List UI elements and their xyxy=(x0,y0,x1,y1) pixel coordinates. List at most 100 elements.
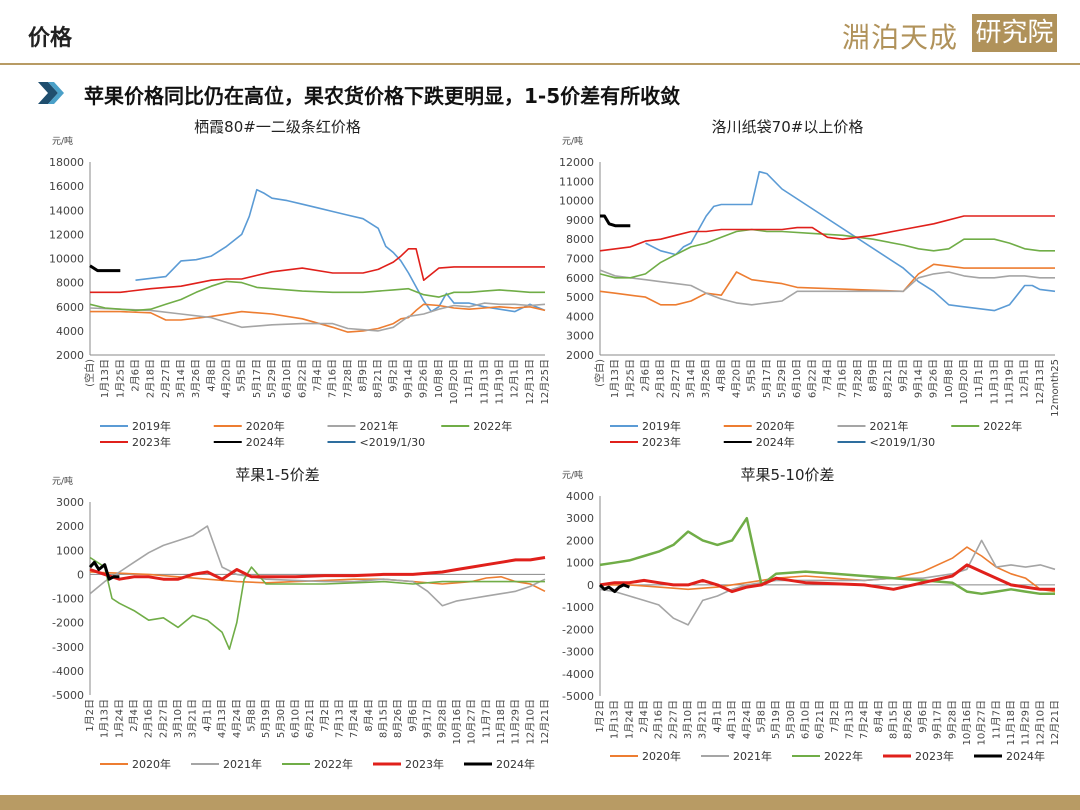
x-tick-label: 9月28日 xyxy=(946,700,958,739)
x-tick-label: 9月26日 xyxy=(418,359,430,398)
x-tick-label: 12月1日 xyxy=(509,359,521,398)
x-tick-label: 1月2日 xyxy=(594,700,606,733)
x-tick-label: 12月21日 xyxy=(539,699,550,744)
legend-label: 2019年 xyxy=(642,419,681,433)
x-tick-label: 9月6日 xyxy=(917,700,929,733)
series-line xyxy=(599,263,1055,306)
x-tick-label: 8月4日 xyxy=(363,699,375,732)
x-tick-label: 11月1日 xyxy=(463,359,475,398)
legend-label: 2021年 xyxy=(870,419,909,433)
x-tick-label: (空白) xyxy=(593,359,606,387)
y-tick-label: 6000 xyxy=(56,301,84,314)
x-tick-label: 7月16日 xyxy=(327,359,339,398)
x-tick-label: 10月20日 xyxy=(958,359,970,404)
x-tick-label: 9月28日 xyxy=(436,699,448,738)
x-tick-label: 12month25 xyxy=(1050,359,1061,417)
y-tick-label: 7000 xyxy=(566,253,594,266)
legend-label: 2020年 xyxy=(756,419,795,433)
x-tick-label: 3月21日 xyxy=(187,699,199,738)
unit-label: 元/吨 xyxy=(562,135,583,147)
x-tick-label: 5月29日 xyxy=(776,359,788,398)
x-tick-label: 8月26日 xyxy=(902,700,914,739)
x-tick-label: 1月2日 xyxy=(84,699,96,732)
x-tick-label: 11月7日 xyxy=(990,700,1002,739)
x-tick-label: 6月10日 xyxy=(791,359,803,398)
x-tick-label: 10月20日 xyxy=(448,359,460,404)
x-tick-label: 7月4日 xyxy=(822,359,834,392)
legend-label: 2023年 xyxy=(642,435,681,449)
x-tick-label: 2月16日 xyxy=(143,699,155,738)
header-divider xyxy=(0,63,1080,65)
x-tick-label: 3月21日 xyxy=(697,700,709,739)
x-tick-label: 2月18日 xyxy=(655,359,667,398)
x-tick-label: 8月15日 xyxy=(888,700,900,739)
x-tick-label: 9月17日 xyxy=(932,700,944,739)
x-tick-label: 5月19日 xyxy=(770,700,782,739)
x-tick-label: 2月6日 xyxy=(640,359,652,392)
x-tick-label: 2月6日 xyxy=(130,359,142,392)
x-tick-label: 11月18日 xyxy=(1005,700,1017,745)
y-tick-label: 2000 xyxy=(56,349,84,362)
chart-title: 苹果1-5价差 xyxy=(235,466,320,484)
x-tick-label: 8月21日 xyxy=(882,359,894,398)
y-tick-label: 2000 xyxy=(566,534,594,547)
x-tick-label: 2月4日 xyxy=(638,700,650,733)
x-tick-label: 4月24日 xyxy=(231,699,243,738)
y-tick-label: -5000 xyxy=(52,689,84,702)
series-line xyxy=(89,556,545,650)
legend-label: 2020年 xyxy=(246,419,285,433)
series-line xyxy=(599,269,1055,306)
x-tick-label: 2月27日 xyxy=(157,699,169,738)
legend-label: 2022年 xyxy=(983,419,1022,433)
x-tick-label: 6月10日 xyxy=(289,699,301,738)
y-tick-label: 1000 xyxy=(566,557,594,570)
y-tick-label: 4000 xyxy=(566,490,594,503)
series-line xyxy=(89,280,545,312)
x-tick-label: 10月8日 xyxy=(943,359,955,398)
series-line xyxy=(90,248,545,294)
x-tick-label: 11月29日 xyxy=(1020,700,1032,745)
x-tick-label: 5月17日 xyxy=(761,359,773,398)
unit-label: 元/吨 xyxy=(562,469,583,481)
x-tick-label: 1月13日 xyxy=(99,359,111,398)
x-tick-label: 4月20日 xyxy=(221,359,233,398)
x-tick-label: 7月28日 xyxy=(852,359,864,398)
x-tick-label: 3月10日 xyxy=(682,700,694,739)
y-tick-label: 16000 xyxy=(49,180,84,193)
logo: 淵泊天成 研究院 xyxy=(842,14,1057,54)
x-tick-label: 6月22日 xyxy=(296,359,308,398)
x-tick-label: 4月8日 xyxy=(205,359,217,392)
x-tick-label: 10月27日 xyxy=(976,700,988,745)
series-line xyxy=(645,170,1056,312)
legend-label: 2022年 xyxy=(824,749,863,763)
legend-label: 2020年 xyxy=(132,757,171,771)
x-tick-label: 12月10日 xyxy=(1034,700,1046,745)
x-tick-label: 11月13日 xyxy=(478,359,490,404)
series-line xyxy=(599,228,1055,279)
x-tick-label: 4月13日 xyxy=(216,699,228,738)
x-tick-label: 11月7日 xyxy=(480,699,492,738)
series-line xyxy=(599,516,1055,596)
x-tick-label: 2月16日 xyxy=(653,700,665,739)
chart-title: 栖霞80#一二级条红价格 xyxy=(194,118,361,136)
y-tick-label: -3000 xyxy=(52,641,84,654)
x-tick-label: 1月25日 xyxy=(114,359,126,398)
x-tick-label: 1月13日 xyxy=(99,699,111,738)
x-tick-label: 5月30日 xyxy=(275,699,287,738)
x-tick-label: 2月4日 xyxy=(128,699,140,732)
x-tick-label: 2月18日 xyxy=(145,359,157,398)
series-line xyxy=(89,525,546,607)
chevron-right-icon xyxy=(38,82,64,104)
x-tick-label: 12月1日 xyxy=(1019,359,1031,398)
x-tick-label: 1月24日 xyxy=(623,700,635,739)
y-tick-label: -1000 xyxy=(562,601,594,614)
x-tick-label: 4月24日 xyxy=(741,700,753,739)
y-tick-label: 8000 xyxy=(566,233,594,246)
series-line xyxy=(89,264,121,273)
series-line xyxy=(600,214,631,228)
x-tick-label: 7月4日 xyxy=(312,359,324,392)
x-tick-label: 6月21日 xyxy=(814,700,826,739)
x-tick-label: 5月5日 xyxy=(236,359,248,392)
legend-label: 2020年 xyxy=(642,749,681,763)
